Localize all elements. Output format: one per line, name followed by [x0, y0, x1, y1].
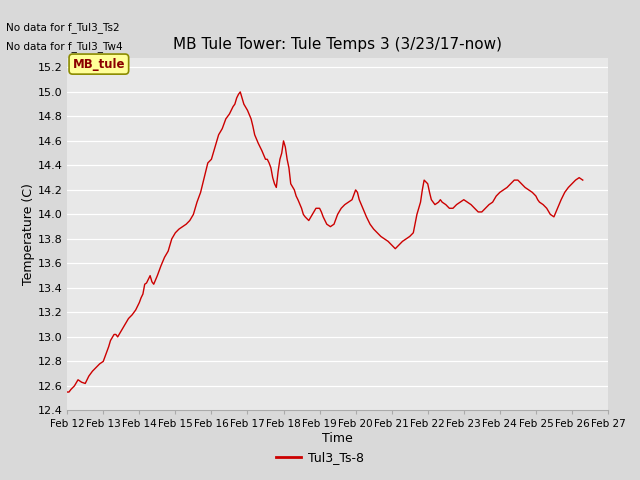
Y-axis label: Temperature (C): Temperature (C) [22, 183, 35, 285]
Text: No data for f_Tul3_Tw4: No data for f_Tul3_Tw4 [6, 41, 123, 52]
Text: MB_tule: MB_tule [72, 58, 125, 71]
Legend: Tul3_Ts-8: Tul3_Ts-8 [271, 446, 369, 469]
X-axis label: Time: Time [322, 432, 353, 445]
Title: MB Tule Tower: Tule Temps 3 (3/23/17-now): MB Tule Tower: Tule Temps 3 (3/23/17-now… [173, 37, 502, 52]
Text: No data for f_Tul3_Ts2: No data for f_Tul3_Ts2 [6, 22, 120, 33]
